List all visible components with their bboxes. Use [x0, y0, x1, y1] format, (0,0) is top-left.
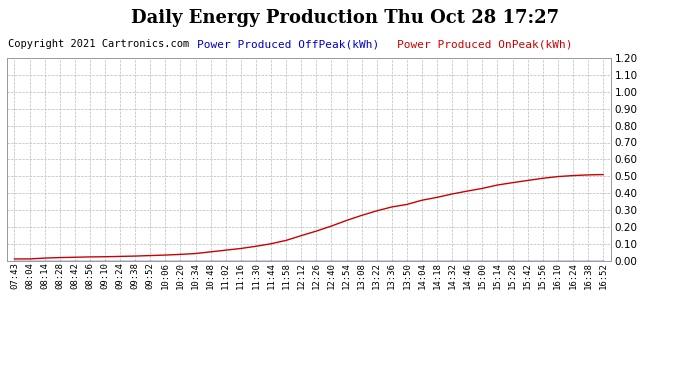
- Text: Power Produced OnPeak(kWh): Power Produced OnPeak(kWh): [397, 39, 572, 50]
- Text: Power Produced OffPeak(kWh): Power Produced OffPeak(kWh): [197, 39, 379, 50]
- Text: Daily Energy Production Thu Oct 28 17:27: Daily Energy Production Thu Oct 28 17:27: [131, 9, 559, 27]
- Text: Copyright 2021 Cartronics.com: Copyright 2021 Cartronics.com: [8, 39, 190, 50]
